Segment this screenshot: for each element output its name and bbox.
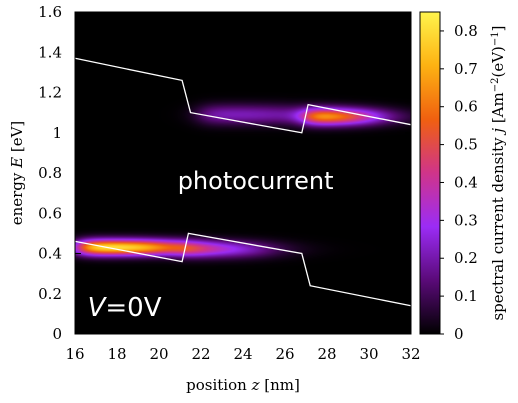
y-tick-label: 1.6 — [38, 3, 62, 21]
colorbar-title: spectral current density j [Am−2(eV)−1] — [489, 25, 507, 320]
y-tick-label: 1.2 — [38, 84, 62, 102]
colorbar: 0 0.1 0.2 0.3 0.4 0.5 0.6 0.7 0.8 spectral curre… — [419, 11, 507, 343]
colorbar-tick-label: 0.8 — [454, 22, 478, 40]
x-tick-label: 18 — [107, 345, 126, 363]
plot-area — [75, 12, 411, 334]
y-tick-label: 0.6 — [38, 204, 62, 222]
photocurrent-annotation: photocurrent — [178, 167, 334, 195]
x-tick-label: 20 — [149, 345, 168, 363]
y-tick-label: 0 — [52, 325, 62, 343]
y-tick-label: 0.2 — [38, 285, 62, 303]
colorbar-tick-label: 0.2 — [454, 249, 478, 267]
y-axis: 0 0.2 0.4 0.6 0.8 1 1.2 1.4 1.6 — [38, 3, 411, 343]
x-tick-label: 26 — [275, 345, 294, 363]
colorbar-tick-label: 0 — [454, 325, 464, 343]
colorbar-tick-label: 0.1 — [454, 287, 478, 305]
x-tick-label: 22 — [191, 345, 210, 363]
colorbar-tick-label: 0.5 — [454, 136, 478, 154]
x-tick-label: 28 — [317, 345, 336, 363]
x-axis: 16 18 20 22 24 26 28 30 32 — [65, 12, 421, 363]
y-tick-label: 0.8 — [38, 164, 62, 182]
y-tick-label: 1 — [52, 124, 62, 142]
x-tick-label: 24 — [233, 345, 252, 363]
colorbar-tick-label: 0.7 — [454, 60, 478, 78]
band-edge-lines — [74, 57, 412, 307]
voltage-annotation: V=0V — [88, 293, 162, 323]
x-tick-label: 32 — [401, 345, 420, 363]
x-axis-title: position z [nm] — [186, 376, 300, 394]
y-axis-title: energy E [eV] — [8, 121, 26, 226]
colorbar-gradient — [419, 11, 441, 335]
y-tick-label: 0.4 — [38, 245, 62, 263]
colorbar-tick-label: 0.3 — [454, 211, 478, 229]
x-tick-label: 16 — [65, 345, 84, 363]
colorbar-tick-label: 0.4 — [454, 173, 478, 191]
x-tick-label: 30 — [359, 345, 378, 363]
heatmap-image — [75, 12, 411, 334]
colorbar-tick-label: 0.6 — [454, 98, 478, 116]
band-edge-line-1 — [74, 57, 412, 134]
y-tick-label: 1.4 — [38, 43, 62, 61]
colorbar-ticks: 0 0.1 0.2 0.3 0.4 0.5 0.6 0.7 0.8 — [440, 22, 478, 343]
band-edge-line-2 — [74, 232, 412, 307]
